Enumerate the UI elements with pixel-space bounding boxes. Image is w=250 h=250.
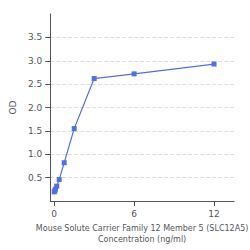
- svg-text:1.5: 1.5: [28, 126, 42, 136]
- svg-text:2.5: 2.5: [28, 79, 42, 89]
- svg-text:OD: OD: [8, 100, 18, 114]
- svg-text:3.5: 3.5: [28, 32, 42, 42]
- svg-text:1.0: 1.0: [28, 149, 43, 159]
- svg-text:12: 12: [208, 209, 219, 219]
- svg-text:6: 6: [131, 209, 137, 219]
- svg-text:Mouse Solute Carrier Family 12: Mouse Solute Carrier Family 12 Member 5 …: [36, 224, 248, 233]
- svg-text:2.0: 2.0: [28, 103, 43, 113]
- svg-text:0: 0: [51, 209, 57, 219]
- svg-text:0.5: 0.5: [28, 173, 42, 183]
- svg-text:3.0: 3.0: [28, 56, 43, 66]
- svg-text:Concentration (ng/ml): Concentration (ng/ml): [98, 235, 186, 244]
